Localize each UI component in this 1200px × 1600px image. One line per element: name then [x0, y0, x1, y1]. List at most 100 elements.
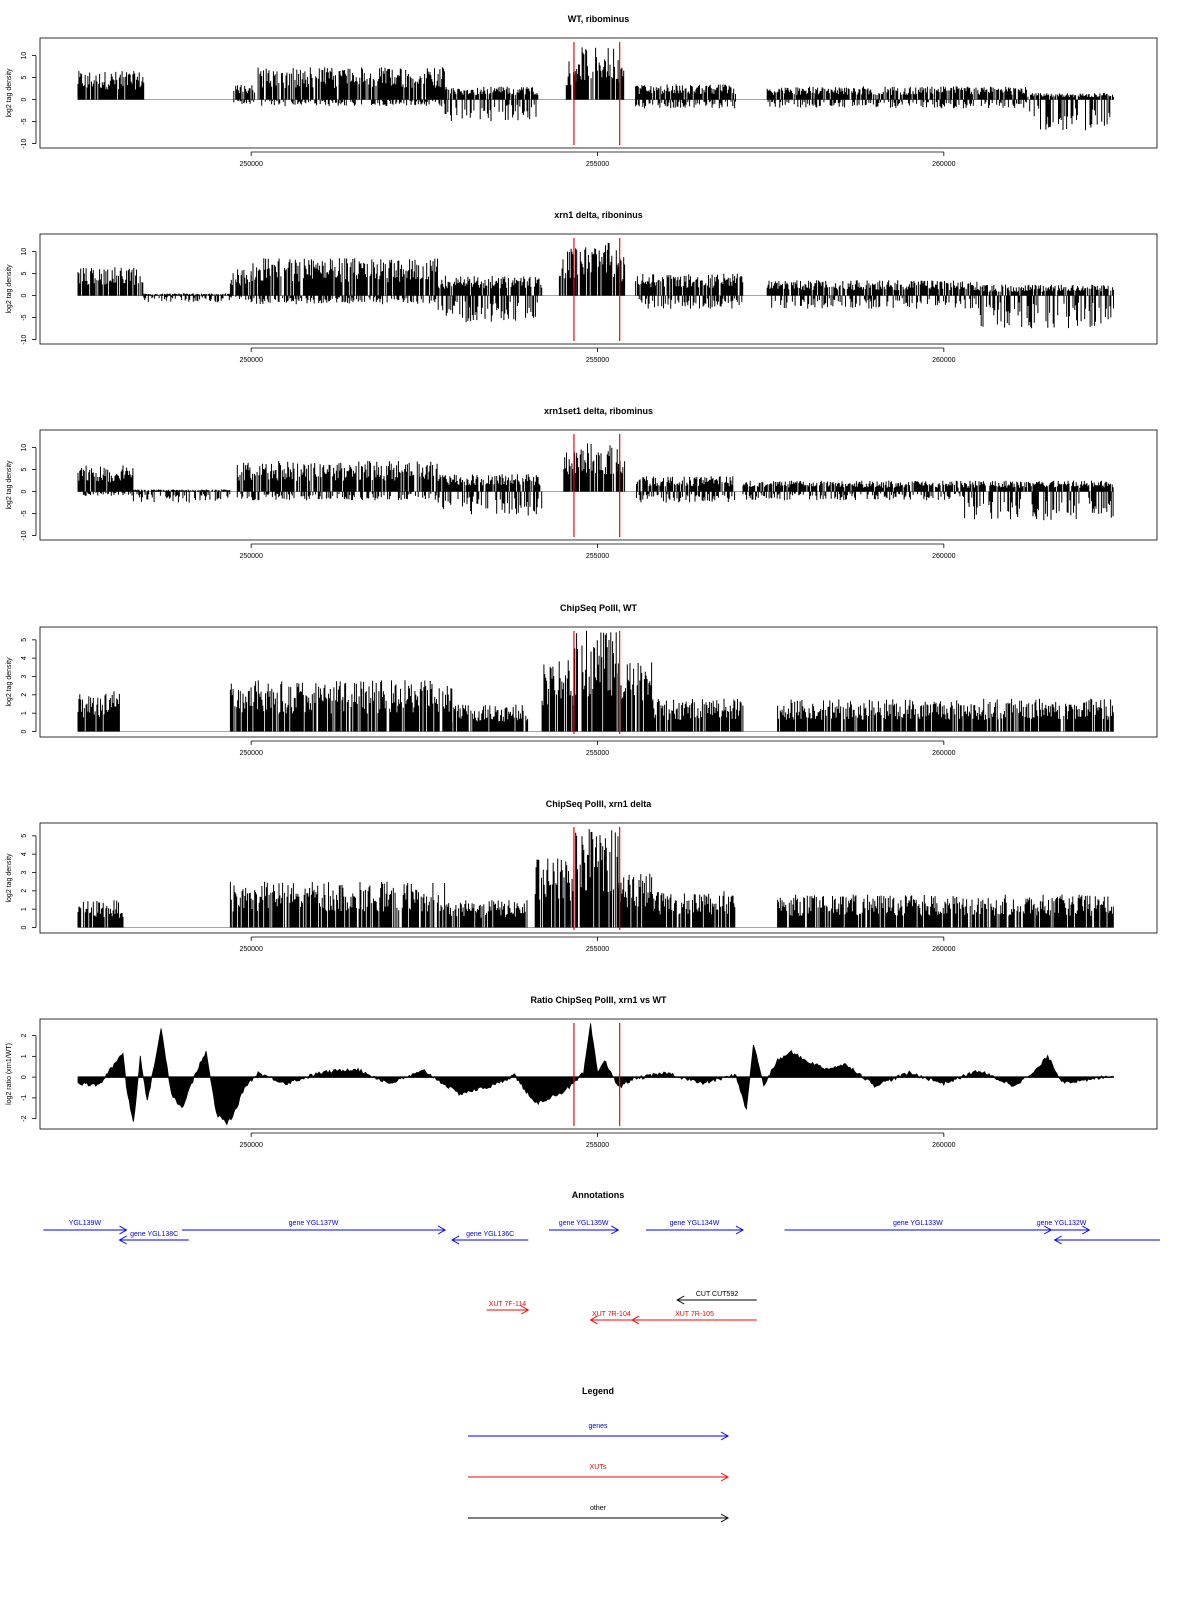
arrow-head	[589, 1315, 598, 1325]
x-tick-label: 250000	[239, 553, 262, 560]
ratio-area	[77, 1023, 1113, 1126]
bar-segment-3	[451, 704, 529, 732]
arrow-head	[1082, 1225, 1091, 1235]
bar-segment-9	[766, 86, 1027, 109]
x-tick-label: 250000	[239, 1142, 262, 1149]
bars	[573, 630, 619, 732]
x-tick-label: 255000	[586, 553, 609, 560]
annotation-label: gene YGL138C	[130, 1231, 178, 1238]
arrow-head	[119, 1225, 128, 1235]
data-marks	[77, 827, 1114, 930]
legend-label: other	[590, 1505, 607, 1512]
arrow-head	[735, 1225, 744, 1235]
y-tick-label: -5	[21, 118, 28, 124]
legend-panel: Legend genes XUTs other	[468, 1386, 730, 1523]
annotation-label: gene YGL133W	[893, 1220, 943, 1227]
bars	[964, 480, 1114, 521]
panel-title: xrn1set1 delta, ribominus	[544, 406, 653, 416]
panel-title: WT, ribominus	[568, 14, 630, 24]
bar-segment-5	[573, 630, 619, 732]
bars	[77, 71, 145, 100]
y-tick-label: 10	[21, 444, 28, 452]
data-marks	[77, 630, 1114, 734]
arrow-head	[611, 1225, 620, 1235]
y-tick-label: 10	[21, 248, 28, 256]
arrow-head	[1053, 1235, 1062, 1245]
gene-annotation: gene YGL134W	[645, 1220, 744, 1235]
plot-frame	[39, 822, 1158, 934]
bar-segment-5	[575, 829, 619, 928]
bars	[652, 891, 736, 928]
bars	[77, 267, 144, 296]
arrow-head	[520, 1305, 530, 1315]
bar-segment-10	[964, 480, 1114, 521]
panel-1: WT, ribominus -10 -5 0 5 10 log2 tag density 25…	[6, 14, 1158, 168]
bar-segment-1	[77, 691, 120, 732]
bars	[978, 284, 1114, 329]
y-axis: -2 -1 0 1 2	[21, 1034, 37, 1122]
legend-label: XUTs	[590, 1464, 607, 1471]
gene-annotation: gene YGL135W	[549, 1220, 620, 1235]
x-tick-label: 260000	[932, 161, 955, 168]
y-tick-label: -5	[21, 510, 28, 516]
x-tick-label: 255000	[586, 750, 609, 757]
bar-segment-5	[437, 275, 543, 323]
panel-5: ChipSeq PolII, xrn1 delta 0 1 2 3 4 5 log2 tag …	[6, 799, 1158, 953]
x-tick-label: 260000	[932, 750, 955, 757]
x-tick-label: 260000	[932, 357, 955, 364]
y-axis-label: log2 tag density	[6, 460, 13, 510]
annotation-label: YGL139W	[69, 1220, 102, 1227]
y-axis-label: log2 tag density	[6, 853, 13, 903]
bar-segment-2	[229, 881, 446, 928]
arrow-head	[676, 1295, 685, 1305]
y-tick-label: 3	[21, 674, 28, 678]
annotations-title: Annotations	[572, 1190, 625, 1200]
bar-segment-5	[565, 61, 577, 100]
annotation-label: gene YGL134W	[670, 1220, 720, 1227]
bar-segment-9	[635, 273, 744, 309]
data-marks	[77, 238, 1114, 341]
y-axis-label: log2 tag density	[6, 68, 13, 118]
bars	[437, 275, 543, 323]
bar-segment-6	[617, 662, 653, 732]
x-tick-label: 250000	[239, 750, 262, 757]
plot-frame	[39, 37, 1158, 149]
bar-segment-3	[444, 900, 528, 928]
bar-segment-3	[257, 67, 445, 107]
y-tick-label: 1	[21, 907, 28, 911]
bars	[652, 698, 744, 732]
arrow-head	[118, 1235, 127, 1245]
x-axis: 250000 255000 260000	[239, 151, 956, 168]
bars	[451, 704, 529, 732]
y-tick-label: 2	[21, 693, 28, 697]
plot-frame	[39, 1018, 1158, 1130]
bar-segment-8	[777, 894, 1114, 928]
x-axis: 250000 255000 260000	[239, 543, 956, 560]
data-marks	[77, 434, 1114, 537]
y-tick-label: 0	[21, 1075, 28, 1079]
y-tick-label: 0	[21, 294, 28, 298]
bars	[250, 258, 438, 305]
bars	[229, 680, 453, 732]
bars	[77, 465, 134, 496]
y-axis-label: log2 tag density	[6, 657, 13, 707]
annotation-label: XUT 7R-105	[675, 1311, 714, 1318]
arrow-head	[437, 1225, 447, 1235]
legend-arrow-head	[720, 1431, 730, 1441]
legend-title: Legend	[582, 1386, 614, 1396]
bar-segment-2	[229, 680, 453, 732]
panel-3: xrn1set1 delta, ribominus -10 -5 0 5 10 log2 t…	[6, 406, 1158, 560]
x-tick-label: 255000	[586, 357, 609, 364]
annotation-label: gene YGL137W	[289, 1220, 339, 1227]
bar-segment-2	[143, 293, 231, 303]
y-tick-label: 0	[21, 729, 28, 733]
bars	[777, 698, 1114, 732]
bars	[444, 900, 528, 928]
x-tick-label: 255000	[586, 161, 609, 168]
bar-segment-9	[742, 480, 965, 501]
annotation-label: XUT 7F-114	[489, 1301, 527, 1308]
y-tick-label: -5	[21, 314, 28, 320]
y-tick-label: 10	[21, 52, 28, 60]
arrow-head	[451, 1235, 460, 1245]
